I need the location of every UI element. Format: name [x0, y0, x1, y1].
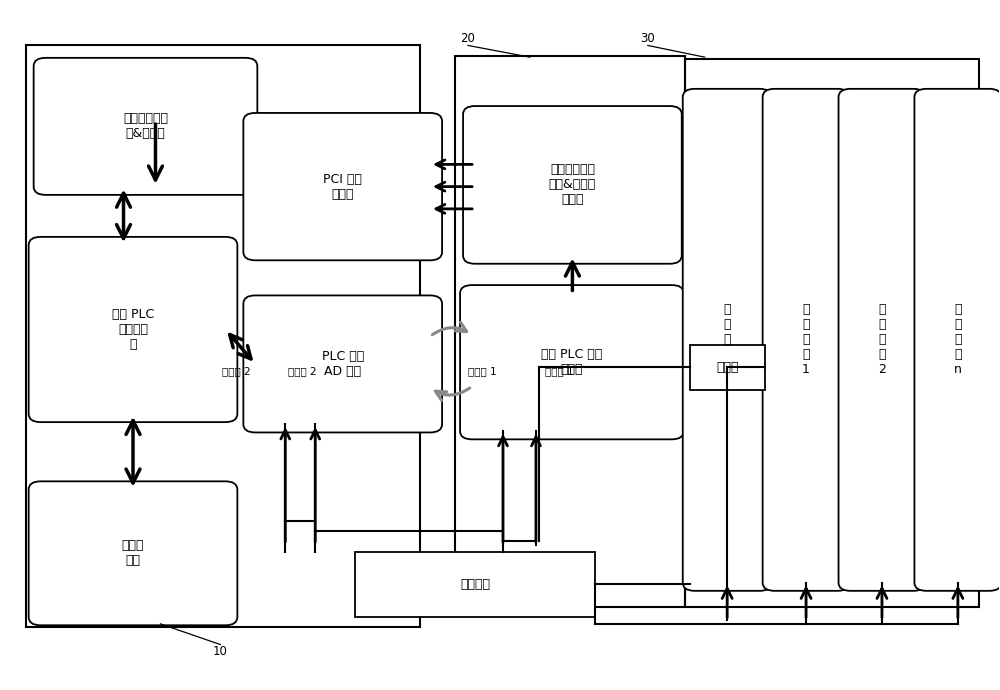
Bar — [455, 56, 685, 607]
FancyBboxPatch shape — [243, 113, 442, 260]
FancyBboxPatch shape — [763, 89, 850, 591]
Text: 采
样
信
号
2: 采 样 信 号 2 — [878, 304, 886, 376]
Bar — [685, 59, 979, 607]
Text: 采
样
信
号
n: 采 样 信 号 n — [954, 304, 962, 376]
Bar — [690, 345, 765, 390]
FancyBboxPatch shape — [460, 285, 684, 440]
Text: PCI 高速
采集卡: PCI 高速 采集卡 — [323, 172, 362, 201]
Text: 20: 20 — [461, 32, 475, 45]
FancyBboxPatch shape — [463, 106, 682, 264]
FancyBboxPatch shape — [683, 89, 772, 591]
Text: 10: 10 — [213, 645, 228, 658]
Text: 触摸屏
监控: 触摸屏 监控 — [122, 540, 144, 567]
Text: 第一 PLC
逻辑控制
器: 第一 PLC 逻辑控制 器 — [112, 308, 154, 351]
Text: 电流环 2: 电流环 2 — [288, 366, 317, 376]
Text: 采
样
信
号
1: 采 样 信 号 1 — [802, 304, 810, 376]
FancyBboxPatch shape — [243, 295, 442, 433]
Text: 电压环 2: 电压环 2 — [222, 366, 251, 376]
FancyBboxPatch shape — [839, 89, 925, 591]
Text: 30: 30 — [640, 32, 655, 45]
Text: 电压环: 电压环 — [716, 361, 738, 374]
FancyBboxPatch shape — [29, 482, 237, 625]
Text: 工业控制计算
机&显示器: 工业控制计算 机&显示器 — [123, 112, 168, 140]
Bar — [355, 551, 595, 617]
FancyBboxPatch shape — [29, 237, 237, 422]
Text: 电流环 1: 电流环 1 — [545, 366, 574, 376]
Text: 第二 PLC 逻辑
控制器: 第二 PLC 逻辑 控制器 — [541, 348, 603, 376]
FancyBboxPatch shape — [34, 58, 257, 195]
Text: 高
压
分
压
器: 高 压 分 压 器 — [723, 304, 731, 376]
Text: PLC 高速
AD 模块: PLC 高速 AD 模块 — [322, 350, 364, 378]
Text: 电压环 1: 电压环 1 — [468, 366, 497, 376]
Text: 快速电源调压
装置&高速采
集板卡: 快速电源调压 装置&高速采 集板卡 — [549, 164, 596, 206]
Bar — [26, 46, 420, 627]
FancyBboxPatch shape — [914, 89, 1000, 591]
Text: 电流处理: 电流处理 — [460, 578, 490, 591]
